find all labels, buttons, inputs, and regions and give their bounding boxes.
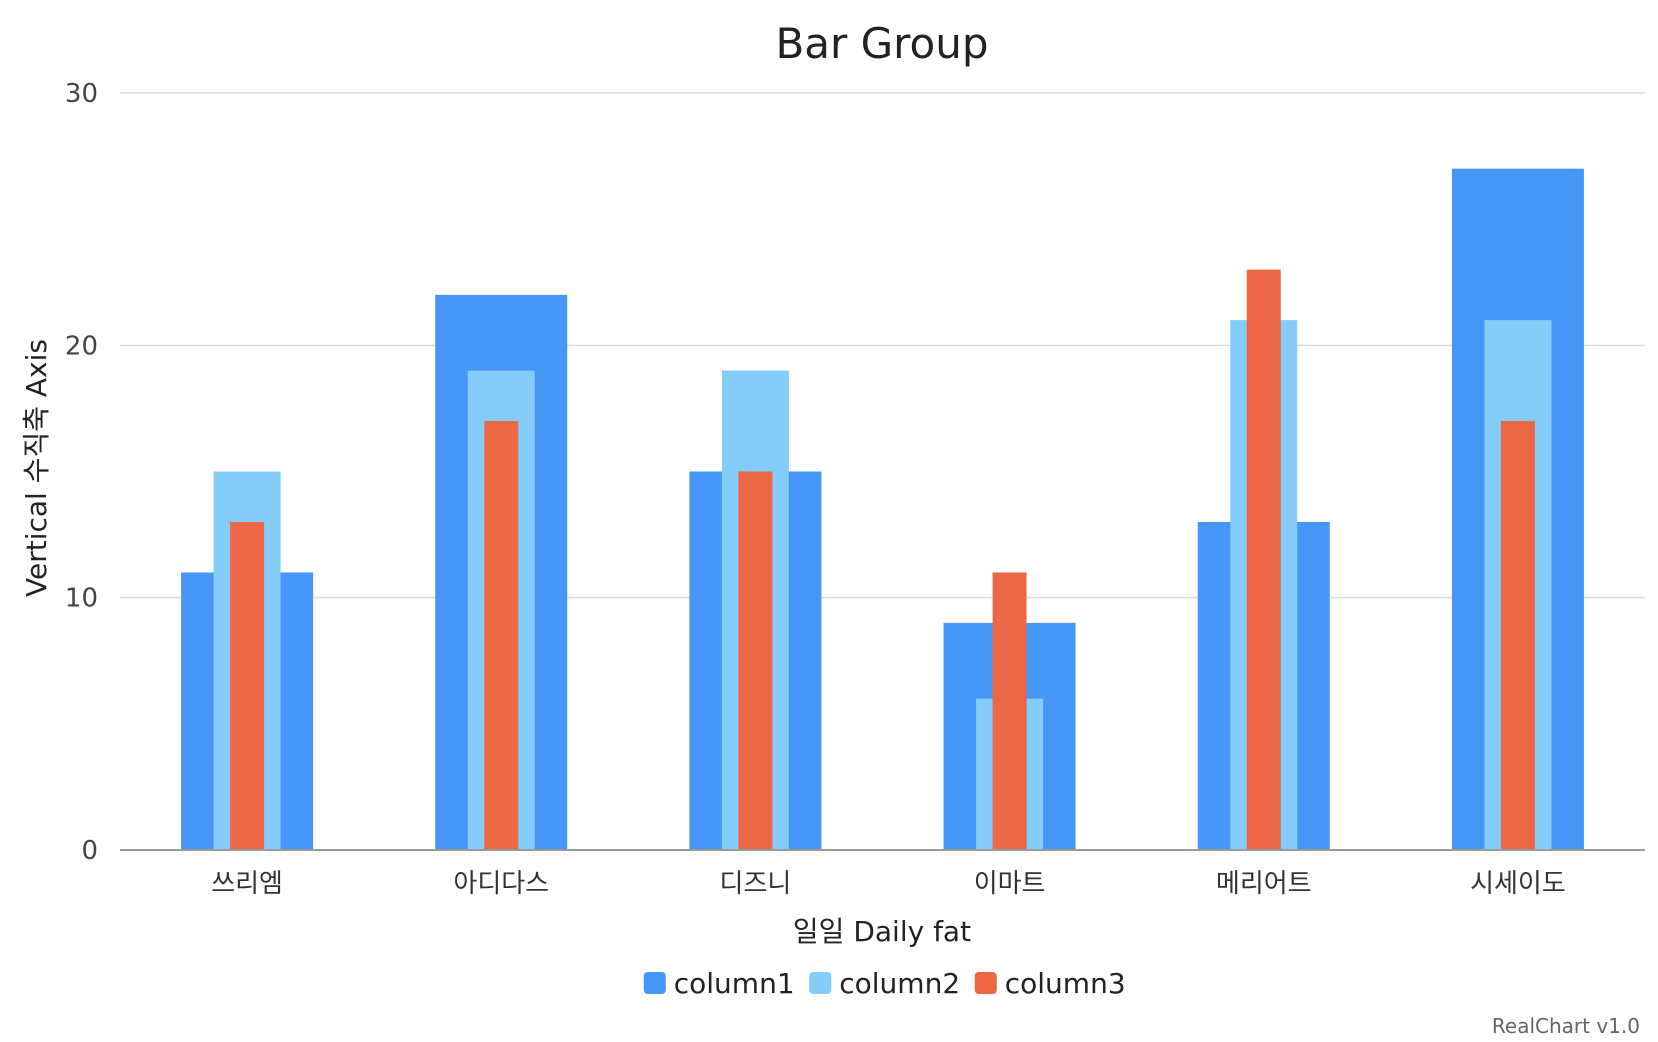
- credit-label: RealChart v1.0: [1492, 1014, 1640, 1038]
- y-axis-title: Vertical 수직축 Axis: [20, 339, 53, 597]
- x-tick-label: 아디다스: [453, 869, 549, 899]
- y-tick-label: 0: [81, 836, 98, 866]
- legend-swatch-column2: [809, 972, 832, 994]
- legend-label-column2: column2: [839, 967, 960, 1000]
- y-axis-ticks: 0 10 20 30: [65, 79, 98, 866]
- gridlines: [120, 92, 1645, 599]
- x-tick-label: 시세이도: [1470, 869, 1566, 899]
- legend-label-column1: column1: [674, 967, 795, 1000]
- x-axis-ticks: 쓰리엠 아디다스 디즈니 이마트 메리어트 시세이도: [211, 869, 1566, 899]
- bar-column3[interactable]: [484, 421, 519, 850]
- bar-column3[interactable]: [738, 471, 773, 851]
- bar-column3[interactable]: [1246, 269, 1281, 851]
- legend[interactable]: column1 column2 column3: [643, 967, 1126, 1000]
- y-tick-label: 30: [65, 79, 98, 109]
- x-axis-title: 일일 Daily fat: [793, 915, 971, 948]
- legend-swatch-column3: [974, 972, 997, 994]
- x-tick-label: 쓰리엠: [211, 869, 283, 899]
- y-tick-label: 20: [65, 331, 98, 361]
- legend-label-column3: column3: [1005, 967, 1126, 1000]
- chart-title: Bar Group: [775, 19, 988, 68]
- bars: [181, 168, 1584, 851]
- bar-column3[interactable]: [992, 572, 1027, 850]
- y-tick-label: 10: [65, 584, 98, 614]
- legend-swatch-column1: [643, 972, 666, 994]
- bar-column3[interactable]: [230, 521, 265, 850]
- bar-column3[interactable]: [1500, 421, 1535, 850]
- x-tick-label: 이마트: [974, 869, 1046, 899]
- x-tick-label: 메리어트: [1216, 869, 1312, 899]
- x-tick-label: 디즈니: [720, 869, 792, 899]
